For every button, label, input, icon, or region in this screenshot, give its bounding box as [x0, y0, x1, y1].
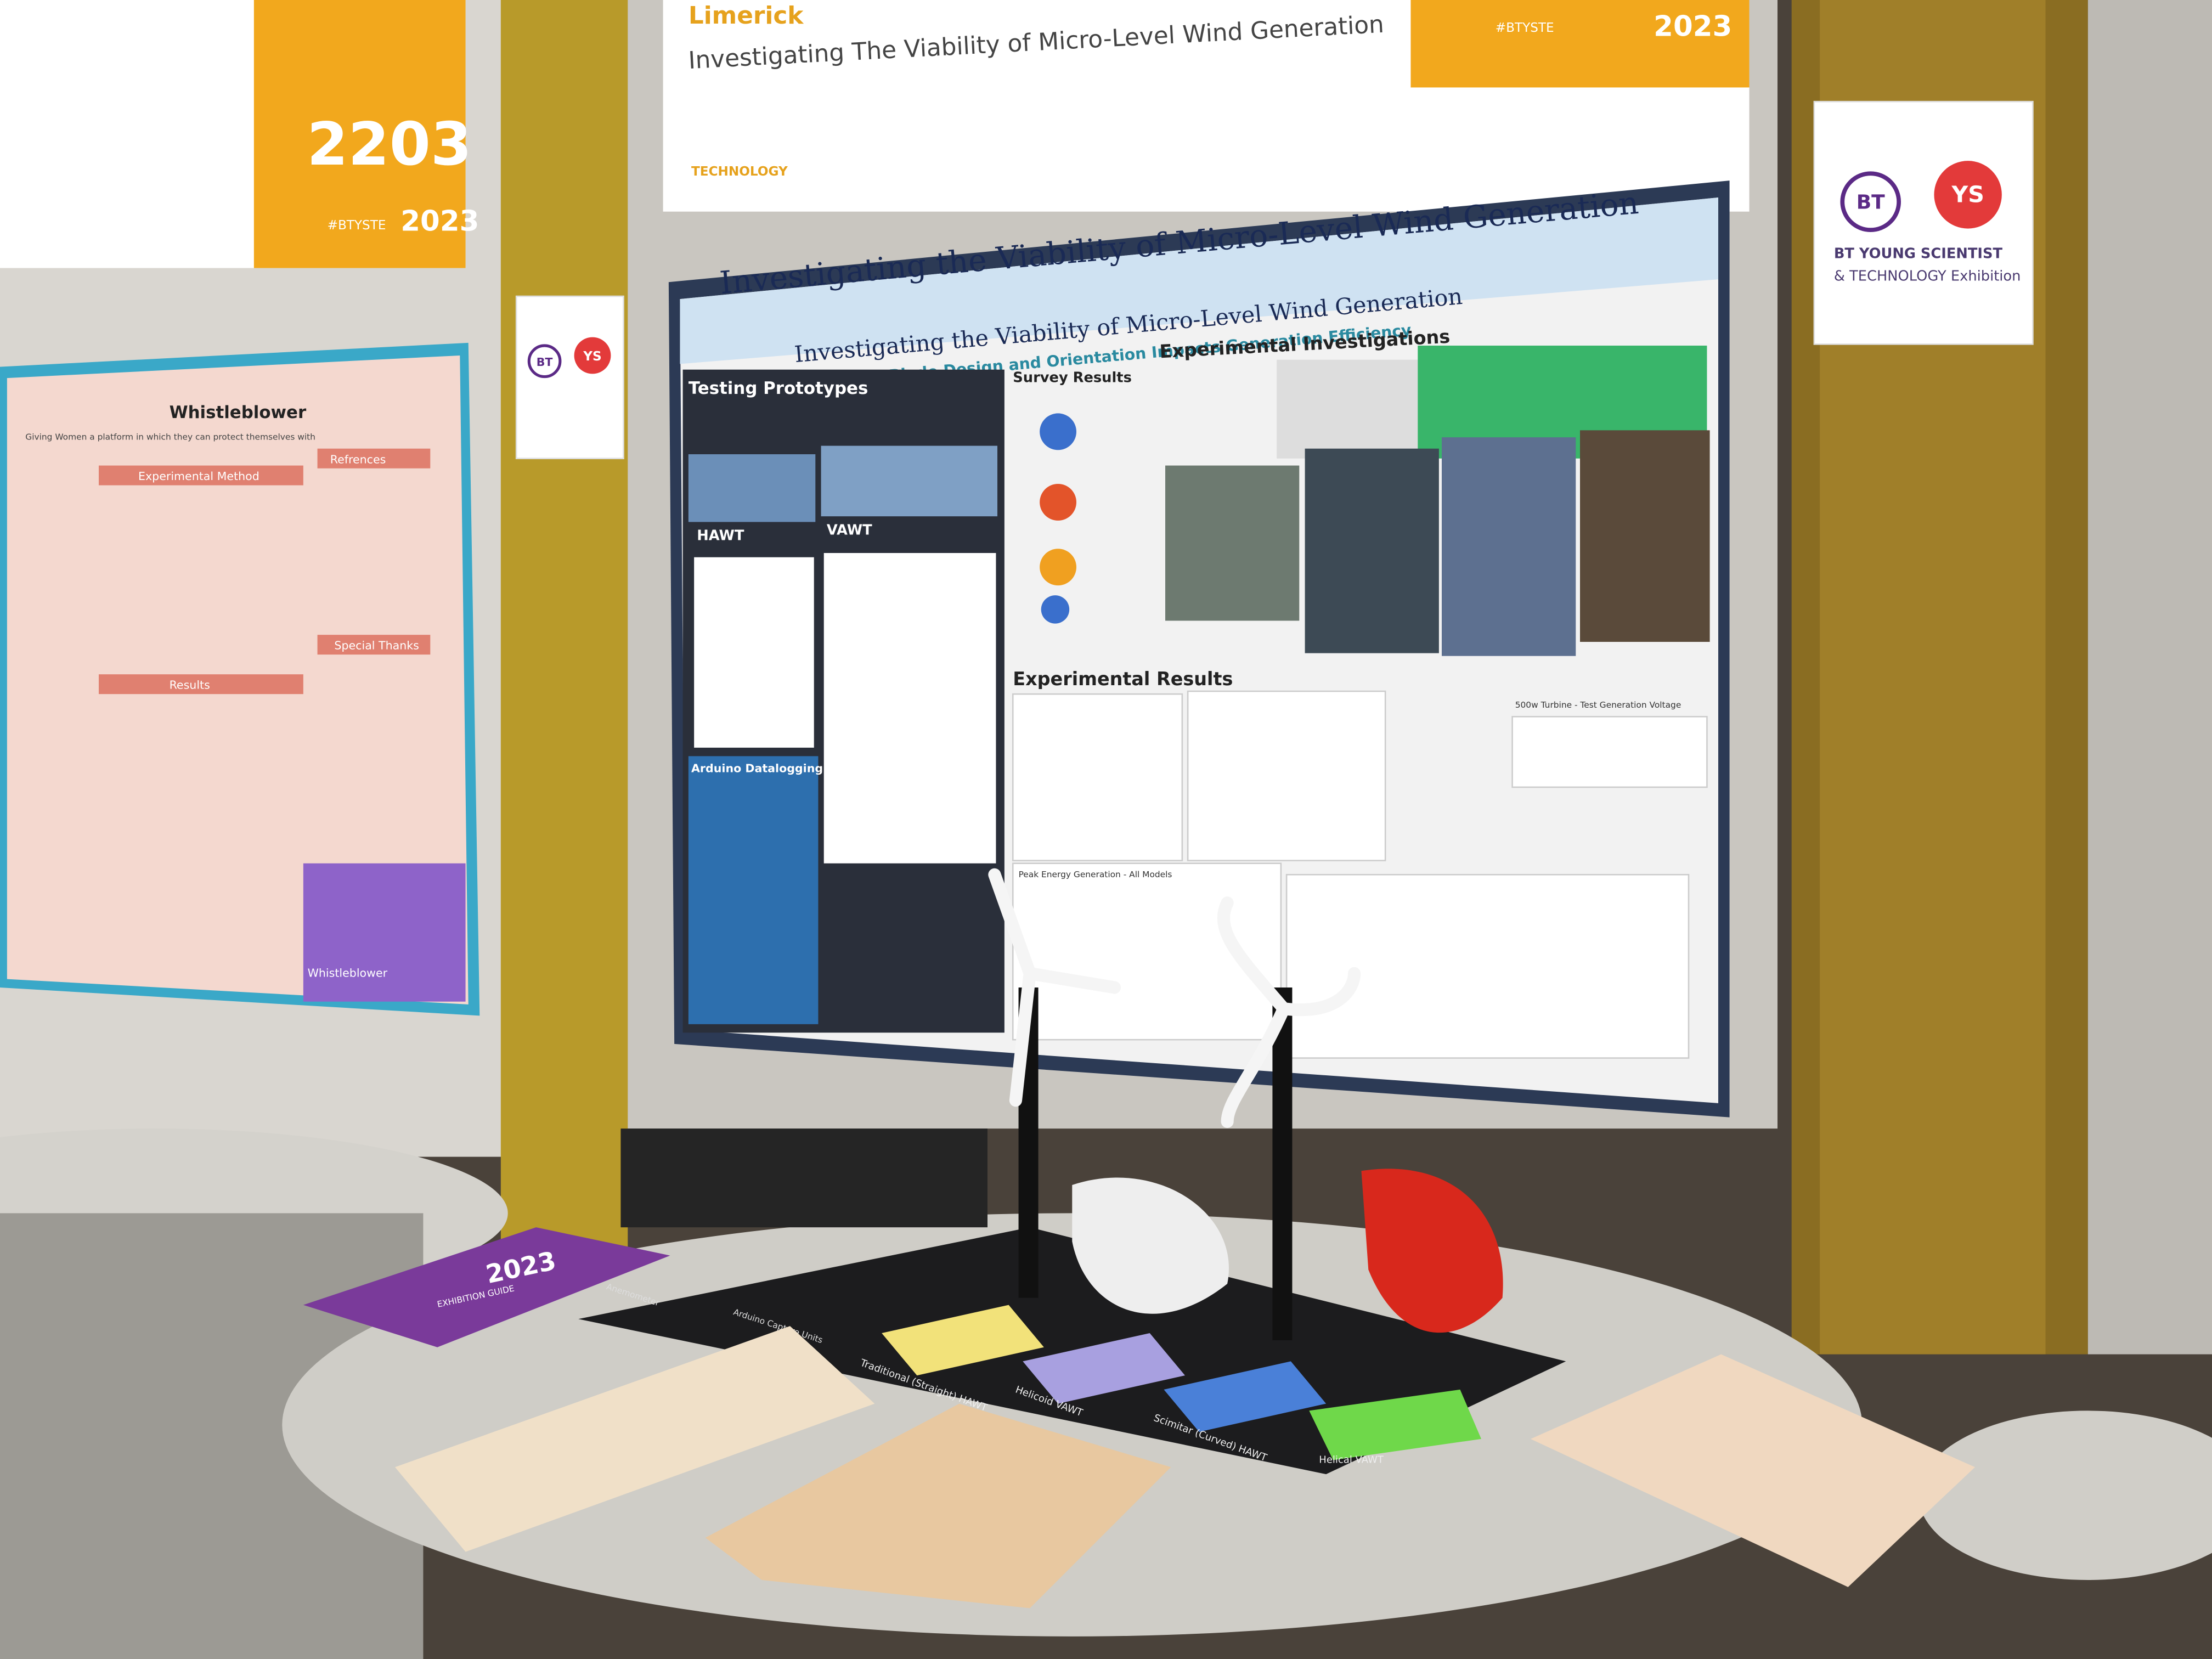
- label: VAWT: [827, 522, 872, 538]
- ys-logo: [1934, 161, 2002, 229]
- label-card: [1023, 1333, 1185, 1404]
- chart-image: [1285, 874, 1690, 1059]
- ys-text: YS: [583, 349, 601, 364]
- hashtag: #BTYSTE: [328, 218, 386, 233]
- section-title: Experimental Results: [1013, 668, 1233, 690]
- turbine-blades: [988, 868, 1121, 1107]
- turbine-blades: [1217, 896, 1361, 1128]
- sign-orange: [253, 0, 466, 268]
- booklet: [705, 1403, 1171, 1609]
- county: Limerick: [689, 2, 804, 30]
- label-card: [882, 1305, 1044, 1376]
- chart-image: [1511, 716, 1708, 788]
- board-label: Helical VAWT: [1319, 1454, 1384, 1465]
- arduino-panel: [688, 756, 819, 1024]
- logo-text: & TECHNOLOGY Exhibition: [1834, 268, 2021, 285]
- chart-image: [1187, 690, 1386, 861]
- blade-images: [694, 557, 814, 748]
- right-wall: [2087, 0, 2212, 1355]
- category: TECHNOLOGY: [691, 165, 788, 179]
- logo-text: BT YOUNG SCIENTIST: [1834, 245, 2003, 262]
- hashtag: #BTYSTE: [1496, 21, 1554, 35]
- year: 2023: [400, 205, 479, 238]
- section-title: Results: [170, 679, 210, 692]
- section-title: Arduino Datalogging: [691, 761, 823, 775]
- ys-logo: [574, 337, 611, 374]
- label-card: [1309, 1389, 1481, 1460]
- power-strip: [620, 1128, 988, 1228]
- turbine-pole: [1272, 988, 1293, 1340]
- poster-title: Whistleblower: [170, 403, 307, 422]
- booklet: [1531, 1354, 1975, 1587]
- booth-number: 2203: [307, 110, 472, 179]
- plaque: [1813, 100, 2034, 345]
- pie: [1041, 595, 1070, 624]
- label-card: [1164, 1361, 1327, 1432]
- photo: [1305, 448, 1439, 653]
- logo-plaque: BT YS: [515, 295, 624, 459]
- blade-images: [823, 553, 996, 864]
- section-header: [99, 465, 303, 486]
- main-poster: Investigating the Viability of Micro-Lev…: [668, 180, 1730, 1118]
- plaque: [515, 295, 624, 459]
- helicoid-vawt: [1072, 1177, 1229, 1314]
- table: [1277, 359, 1418, 459]
- right-table: [1918, 1410, 2212, 1580]
- logo-plaque: BT YS BT YOUNG SCIENTIST & TECHNOLOGY Ex…: [1813, 100, 2034, 345]
- ys-text: YS: [1951, 181, 1984, 207]
- booklet: [395, 1326, 875, 1552]
- chart-image: [1012, 693, 1183, 861]
- photo: [821, 445, 997, 517]
- photo: [688, 454, 816, 522]
- photo: [1442, 437, 1576, 656]
- image: [303, 863, 466, 1002]
- photo: [1580, 430, 1710, 642]
- helical-vawt: [1361, 1169, 1503, 1333]
- bt-text: BT: [537, 356, 553, 369]
- label: Peak Energy Generation - All Models: [1019, 870, 1172, 879]
- poster-header: [680, 198, 1718, 364]
- sign-orange: [1410, 0, 1750, 88]
- section-header: [99, 674, 303, 695]
- exhibition-guide: [303, 1227, 670, 1347]
- pie: [1040, 413, 1076, 450]
- section-title: Experimental Method: [138, 470, 259, 483]
- section-header: [317, 635, 431, 655]
- photo: [1165, 465, 1300, 621]
- poster-logo-text: Whistleblower: [308, 966, 388, 979]
- section-title: Refrences: [330, 453, 386, 466]
- bt-text: BT: [1857, 191, 1885, 213]
- year: 2023: [1654, 10, 1732, 43]
- label: 500w Turbine - Test Generation Voltage: [1515, 700, 1681, 710]
- label: HAWT: [697, 528, 744, 544]
- section-title: Testing Prototypes: [689, 379, 868, 398]
- section-title: Survey Results: [1013, 370, 1132, 386]
- bt-logo: [1840, 171, 1901, 232]
- pie: [1040, 484, 1076, 521]
- pie: [1040, 549, 1076, 586]
- bt-logo: [527, 344, 562, 379]
- poster-subtitle: Giving Women a platform in which they ca…: [25, 432, 315, 442]
- section-header: [317, 448, 431, 469]
- section-title: Special Thanks: [334, 639, 419, 652]
- left-poster: Whistleblower Giving Women a platform in…: [0, 342, 480, 1016]
